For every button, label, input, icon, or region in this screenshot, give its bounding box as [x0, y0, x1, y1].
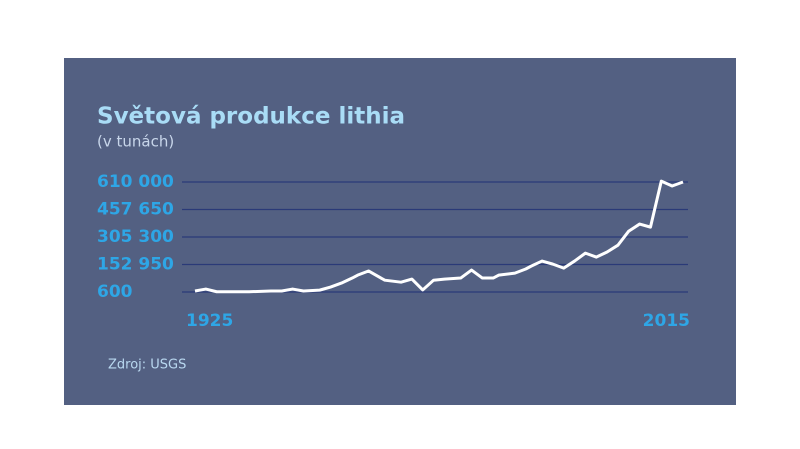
source: Zdroj: USGS [108, 358, 186, 373]
x-tick-label: 1925 [186, 311, 233, 331]
x-tick-label: 2015 [643, 311, 690, 331]
panel [64, 58, 736, 405]
y-tick-label: 600 [97, 282, 133, 302]
y-tick-label: 457 650 [97, 200, 174, 220]
y-tick-label: 610 000 [97, 172, 174, 192]
chart-title: Světová produkce lithia [97, 104, 405, 130]
y-tick-label: 152 950 [97, 255, 174, 275]
y-tick-label: 305 300 [97, 227, 174, 247]
chart-subtitle: (v tunách) [97, 133, 174, 151]
data-line [194, 179, 684, 294]
